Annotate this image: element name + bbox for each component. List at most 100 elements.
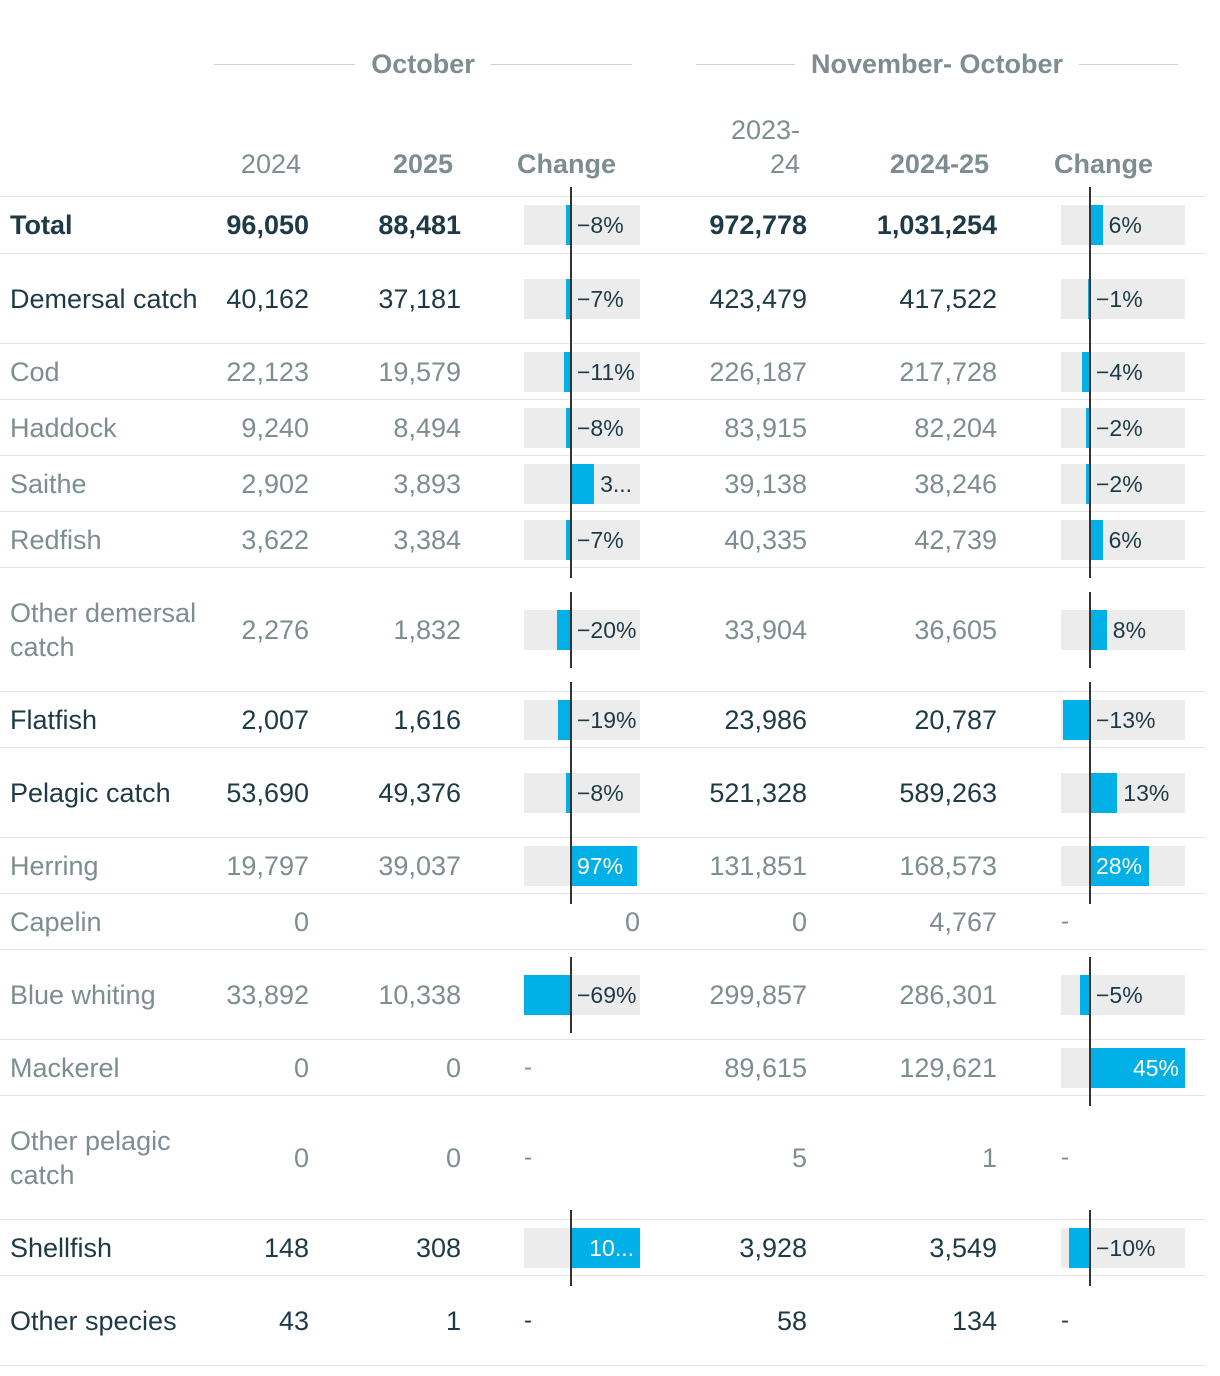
row-label: Pelagic catch bbox=[10, 777, 171, 808]
value-2025: 19,579 bbox=[378, 356, 461, 387]
value-2024: 53,690 bbox=[226, 777, 309, 808]
value-2025: 39,037 bbox=[378, 850, 461, 881]
value-2023-24: 423,479 bbox=[709, 283, 807, 314]
value-2024-25: 38,246 bbox=[914, 468, 997, 499]
table-row: Blue whiting 33,892 10,338 −69% 299,857 … bbox=[0, 949, 1205, 1040]
value-2025: 308 bbox=[415, 1232, 461, 1263]
row-label: Haddock bbox=[10, 412, 117, 443]
change-bar-fill bbox=[571, 1227, 640, 1268]
value-2025 bbox=[309, 894, 461, 950]
zero-axis bbox=[570, 260, 572, 337]
value-2024-25: 20,787 bbox=[914, 704, 997, 735]
change-label: −2% bbox=[1096, 414, 1143, 441]
change-bar: −8% bbox=[524, 389, 640, 466]
value-2024-25: 4,767 bbox=[929, 906, 997, 937]
row-label: Other demersal catch bbox=[10, 597, 197, 662]
table-row: Mackerel 0 0 - 89,615 129,621 45% bbox=[0, 1029, 1205, 1106]
zero-axis bbox=[570, 681, 572, 758]
zero-axis bbox=[1089, 260, 1091, 337]
change-cell-period: 28% bbox=[1061, 827, 1185, 904]
change-bar: 45% bbox=[1061, 1029, 1185, 1106]
zero-axis bbox=[1089, 389, 1091, 466]
row-label: Redfish bbox=[10, 524, 102, 555]
change-cell-period: −4% bbox=[1061, 333, 1185, 410]
col-header-change-period: Change bbox=[1054, 149, 1154, 179]
change-label: −8% bbox=[577, 414, 624, 441]
value-2025: 8,494 bbox=[393, 412, 461, 443]
change-bar: 97% bbox=[524, 827, 640, 904]
value-2024-25: 42,739 bbox=[914, 524, 997, 555]
value-2024: 0 bbox=[293, 1142, 309, 1173]
table-row: Flatfish 2,007 1,616 −19% 23,986 20,787 … bbox=[0, 681, 1205, 758]
zero-axis bbox=[1089, 501, 1091, 578]
change-label: −13% bbox=[1096, 706, 1156, 733]
change-bar: 6% bbox=[1061, 187, 1185, 263]
row-label: Demersal catch bbox=[10, 283, 198, 314]
zero-axis bbox=[1089, 445, 1091, 522]
table-row: Saithe 2,902 3,893 3... 39,138 38,246 −2… bbox=[0, 445, 1205, 522]
change-cell-period: −13% bbox=[1061, 681, 1185, 758]
change-label: −7% bbox=[577, 285, 624, 312]
change-cell-period: −2% bbox=[1061, 445, 1185, 522]
change-cell: −8% bbox=[524, 389, 640, 466]
value-2023-24: 40,335 bbox=[724, 524, 807, 555]
change-bar-fill bbox=[1085, 463, 1090, 504]
change-bar: −19% bbox=[524, 681, 640, 758]
change-cell: −8% bbox=[524, 748, 640, 838]
change-bar-fill bbox=[558, 699, 571, 740]
value-2023-24: 521,328 bbox=[709, 777, 807, 808]
change-cell-period: - bbox=[1061, 1306, 1069, 1334]
table-row: Haddock 9,240 8,494 −8% 83,915 82,204 −2… bbox=[0, 389, 1205, 466]
change-label: 8% bbox=[1112, 616, 1147, 643]
value-2023-24: 58 bbox=[776, 1305, 807, 1336]
change-cell-period: −10% bbox=[1061, 1209, 1185, 1286]
value-2024: 2,902 bbox=[241, 468, 309, 499]
value-2024: 148 bbox=[263, 1232, 309, 1263]
change-cell-period: 13% bbox=[1061, 748, 1185, 838]
divider bbox=[1079, 63, 1178, 65]
value-2024: 96,050 bbox=[226, 210, 309, 240]
change-label: 28% bbox=[1096, 852, 1143, 879]
change-cell: - bbox=[524, 1306, 532, 1334]
value-2025: 1,616 bbox=[393, 704, 461, 735]
change-label: 6% bbox=[1108, 212, 1142, 238]
row-label: Herring bbox=[10, 850, 99, 881]
change-bar-fill bbox=[1090, 519, 1103, 560]
col-header-2023-24-line1: 2023- bbox=[730, 115, 800, 145]
table-row: Cod 22,123 19,579 −11% 226,187 217,728 −… bbox=[0, 333, 1205, 410]
change-label: 13% bbox=[1123, 779, 1170, 806]
change-bar-fill bbox=[1090, 609, 1107, 650]
divider bbox=[214, 63, 356, 65]
zero-axis bbox=[570, 956, 572, 1033]
table-row: Total 96,050 88,481 −8% 972,778 1,031,25… bbox=[0, 187, 1205, 263]
zero-axis bbox=[1089, 1029, 1091, 1106]
row-label: Saithe bbox=[10, 468, 87, 499]
value-2024: 43 bbox=[278, 1305, 309, 1336]
value-2023-24: 131,851 bbox=[709, 850, 807, 881]
value-2023-24: 299,857 bbox=[709, 979, 807, 1010]
value-2024: 19,797 bbox=[226, 850, 309, 881]
change-bar: −20% bbox=[524, 591, 640, 668]
col-header-2023-24-line2: 24 bbox=[769, 149, 800, 179]
value-2024: 40,162 bbox=[226, 283, 309, 314]
table-row: Other species 43 1 - 58 134 - bbox=[0, 1275, 1205, 1366]
change-bar: 3... bbox=[524, 445, 640, 522]
table-row: Other demersal catch 2,276 1,832 −20% 33… bbox=[0, 567, 1205, 692]
change-bar-fill bbox=[571, 845, 637, 886]
change-label: 10... bbox=[589, 1234, 634, 1261]
zero-axis bbox=[1089, 187, 1091, 263]
change-label: −1% bbox=[1096, 285, 1143, 312]
value-2025: 3,384 bbox=[393, 524, 461, 555]
change-bar-fill bbox=[1090, 845, 1149, 886]
zero-axis bbox=[570, 827, 572, 904]
change-cell: 3... bbox=[524, 445, 640, 522]
change-bar-fill bbox=[571, 463, 595, 504]
group-header-period: November- October bbox=[696, 44, 1178, 84]
change-bar-fill bbox=[1079, 974, 1090, 1015]
value-2025: 88,481 bbox=[378, 210, 461, 240]
change-cell-period: - bbox=[1061, 1143, 1069, 1171]
zero-axis bbox=[1089, 827, 1091, 904]
change-cell: 10... bbox=[524, 1209, 640, 1286]
change-cell-period: 6% bbox=[1061, 501, 1185, 578]
